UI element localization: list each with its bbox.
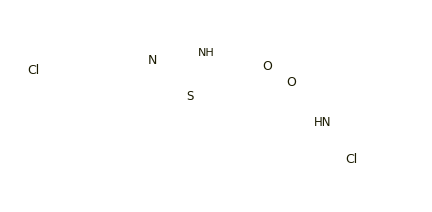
Text: O: O [262,60,272,74]
Text: O: O [286,76,296,89]
Text: S: S [186,90,194,103]
Text: Cl: Cl [27,64,39,78]
Text: HN: HN [314,116,331,128]
Text: NH: NH [197,48,214,58]
Text: Cl: Cl [345,153,357,166]
Text: N: N [147,54,157,67]
